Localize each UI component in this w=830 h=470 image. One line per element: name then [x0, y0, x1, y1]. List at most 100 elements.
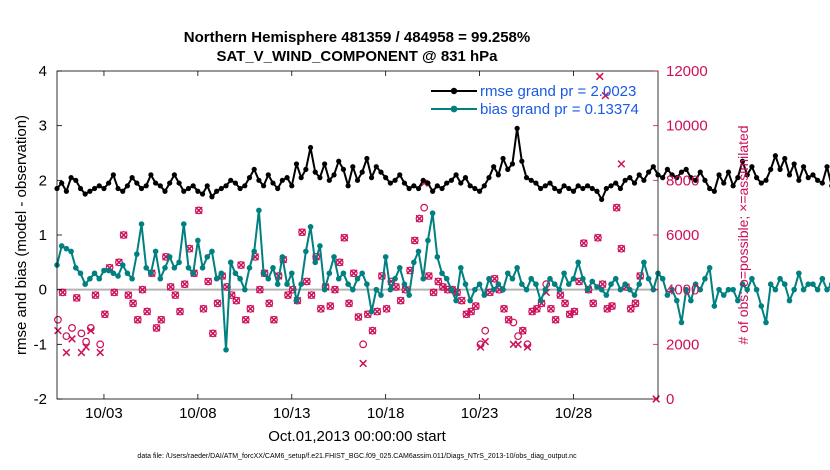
obs-assimilated-cross [110, 288, 119, 297]
bias-point [711, 303, 718, 309]
bias-point [354, 275, 361, 282]
rmse-point [96, 183, 102, 189]
obs-assimilated-cross [124, 291, 133, 299]
rmse-point [707, 185, 713, 192]
obs-assimilated-cross [256, 285, 264, 294]
obs-assimilated-cross [429, 288, 438, 297]
obs-assimilated-cross [270, 315, 278, 324]
bias-point [467, 297, 473, 304]
bias-point [504, 270, 511, 277]
bias-point [800, 286, 807, 293]
rmse-point [519, 158, 525, 164]
rmse-point [190, 183, 196, 189]
obs-assimilated-cross [490, 274, 499, 283]
obs-possible-point [129, 299, 137, 308]
obs-possible-point [354, 313, 363, 321]
bias-point [448, 286, 455, 293]
obs-assimilated-cross [481, 337, 490, 346]
rmse-point [138, 185, 145, 192]
obs-possible-point [626, 304, 635, 313]
bias-point [453, 297, 459, 304]
obs-assimilated-cross [617, 160, 626, 168]
obs-assimilated-point [570, 307, 579, 316]
rmse-point [589, 185, 595, 192]
rmse-point [772, 153, 778, 159]
obs-assimilated-point [598, 280, 607, 289]
obs-possible-point [471, 302, 480, 310]
y2-tick-label: 8000 [666, 172, 699, 189]
rmse-point [167, 180, 173, 186]
obs-possible-point [194, 206, 203, 215]
rmse-point [373, 164, 379, 170]
rmse-point [721, 180, 727, 186]
y2-tick-label: 6000 [666, 227, 699, 244]
rmse-point [444, 180, 450, 186]
bias-point [185, 265, 192, 271]
rmse-point [275, 185, 281, 192]
obs-assimilated-point [631, 299, 640, 308]
obs-assimilated-point [481, 337, 490, 346]
obs-assimilated-cross [608, 302, 616, 310]
bias-point [594, 284, 600, 290]
bias-point [166, 254, 173, 260]
rmse-point [735, 175, 741, 181]
obs-assimilated-cross [194, 206, 203, 215]
obs-possible-point [176, 307, 184, 316]
obs-assimilated-point [82, 343, 90, 351]
rmse-point [622, 177, 628, 183]
rmse-point [777, 166, 783, 172]
obs-assimilated-cross [439, 283, 447, 291]
bias-point [246, 265, 253, 271]
obs-assimilated-point [176, 307, 184, 316]
obs-assimilated-point [500, 304, 508, 313]
rmse-point [232, 180, 239, 186]
rmse-point [505, 166, 511, 172]
bias-point [274, 281, 281, 288]
obs-assimilated-cross [91, 291, 100, 299]
obs-assimilated-point [232, 296, 241, 305]
rmse-point [124, 183, 131, 189]
rmse-point [303, 166, 309, 172]
obs-possible-point [608, 302, 616, 310]
obs-possible-point [199, 304, 208, 313]
rmse-point [87, 188, 93, 194]
obs-assimilated-cross [594, 233, 602, 242]
obs-possible-point [213, 299, 222, 308]
rmse-point [129, 175, 135, 181]
rmse-point [711, 188, 717, 194]
bias-point [716, 286, 722, 293]
obs-assimilated-point [457, 296, 466, 305]
bias-point [425, 237, 431, 244]
rmse-point [472, 185, 478, 192]
rmse-point [617, 185, 624, 192]
obs-assimilated-point [199, 304, 208, 313]
rmse-point [246, 175, 253, 181]
obs-assimilated-point [415, 214, 424, 223]
rmse-point [91, 185, 98, 192]
obs-assimilated-point [270, 315, 278, 324]
obs-assimilated-point [523, 343, 532, 351]
bias-point [350, 286, 356, 293]
rmse-point [758, 180, 764, 186]
bias-point [359, 270, 365, 277]
obs-assimilated-cross [415, 214, 424, 223]
chart-title-line1: Northern Hemisphere 481359 / 484958 = 99… [184, 29, 530, 46]
obs-assimilated-point [54, 326, 62, 335]
obs-assimilated-point [246, 304, 255, 313]
x-tick-label: 10/13 [273, 405, 311, 422]
bias-point [636, 281, 643, 288]
obs-possible-point [331, 285, 339, 294]
obs-assimilated-point [617, 244, 626, 253]
obs-possible-point [96, 340, 105, 349]
obs-possible-point [110, 288, 119, 297]
bias-point [547, 275, 553, 282]
obs-assimilated-point [354, 313, 363, 321]
rmse-point [815, 177, 821, 183]
bias-point [551, 281, 558, 288]
rmse-point [509, 161, 516, 167]
obs-assimilated-point [589, 299, 598, 308]
obs-possible-point [518, 326, 527, 335]
bias-point [373, 286, 380, 293]
rmse-point [697, 169, 703, 175]
